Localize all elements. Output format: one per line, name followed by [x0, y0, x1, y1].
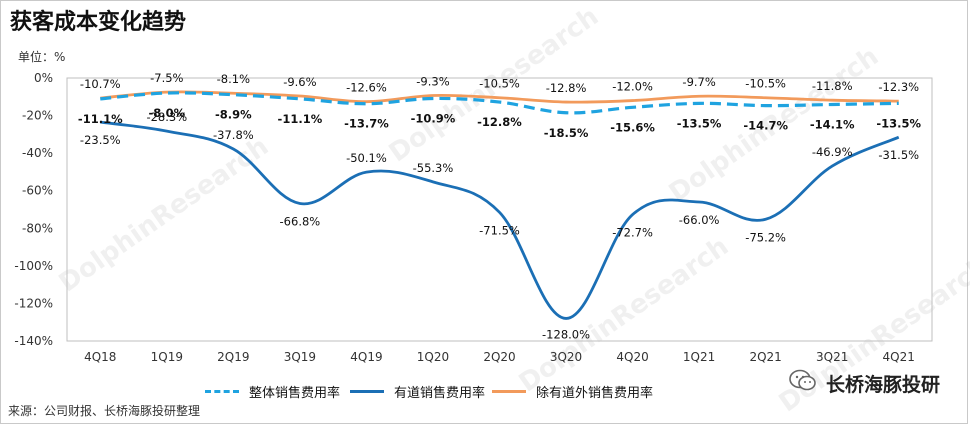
- x-tick-label: 3Q21: [816, 350, 848, 364]
- data-label: -14.7%: [743, 119, 788, 133]
- x-tick-label: 1Q20: [417, 350, 449, 364]
- x-tick-label: 3Q19: [284, 350, 316, 364]
- data-label: -71.5%: [479, 223, 520, 237]
- y-tick-label: -80%: [22, 221, 53, 235]
- data-label: -10.9%: [411, 111, 456, 125]
- data-label: -13.5%: [876, 116, 921, 130]
- x-tick-label: 4Q20: [616, 350, 648, 364]
- x-tick-label: 4Q21: [883, 350, 915, 364]
- x-tick-label: 1Q21: [683, 350, 715, 364]
- data-label: -28.3%: [146, 110, 187, 124]
- x-tick-label: 2Q21: [749, 350, 781, 364]
- y-tick-label: -60%: [22, 184, 53, 198]
- data-label: -10.5%: [745, 77, 786, 91]
- data-label: -66.0%: [679, 213, 720, 227]
- data-label: -46.9%: [812, 145, 853, 159]
- wechat-icon: [788, 368, 818, 398]
- series-line-youdao: [100, 120, 900, 320]
- data-label: -75.2%: [745, 230, 786, 244]
- data-label: -13.5%: [677, 116, 722, 130]
- x-tick-label: 2Q20: [483, 350, 515, 364]
- y-tick-label: 0%: [34, 71, 53, 85]
- x-tick-label: 4Q18: [84, 350, 116, 364]
- legend-item: 除有道外销售费用率: [492, 382, 653, 401]
- data-label: -12.8%: [546, 81, 587, 95]
- series-line-total: [100, 91, 899, 115]
- data-label: -72.7%: [612, 226, 653, 240]
- legend-label: 有道销售费用率: [394, 386, 486, 401]
- data-label: -12.3%: [878, 80, 919, 94]
- brand-name: 长桥海豚投研: [825, 373, 940, 396]
- legend-swatch-dashed: [205, 390, 239, 393]
- data-label: -11.1%: [78, 112, 123, 126]
- data-label: -55.3%: [413, 161, 454, 175]
- data-label: -10.7%: [80, 77, 121, 91]
- brand: 长桥海豚投研: [788, 368, 940, 398]
- y-tick-label: -120%: [14, 296, 53, 310]
- legend-label: 除有道外销售费用率: [536, 386, 654, 401]
- x-tick-label: 2Q19: [217, 350, 249, 364]
- y-tick-label: -100%: [14, 259, 53, 273]
- data-label: -23.5%: [80, 133, 121, 147]
- data-label: -128.0%: [542, 327, 590, 341]
- data-label: -37.8%: [213, 128, 254, 142]
- legend-swatch-orange: [492, 390, 526, 393]
- data-label: -13.7%: [344, 117, 389, 131]
- unit-label: 单位：%: [18, 50, 66, 64]
- data-label: -66.8%: [280, 214, 321, 228]
- y-tick-label: -20%: [22, 109, 53, 123]
- data-label: -9.3%: [416, 74, 449, 88]
- legend-label: 整体销售费用率: [249, 386, 341, 401]
- data-label: -10.5%: [479, 77, 520, 91]
- data-label: -9.7%: [682, 75, 715, 89]
- data-label: -31.5%: [878, 148, 919, 162]
- data-label: -12.8%: [477, 115, 522, 129]
- x-tick-label: 4Q19: [350, 350, 382, 364]
- data-label: -50.1%: [346, 151, 387, 165]
- data-label: -8.9%: [215, 108, 252, 122]
- series-line-ex-youdao: [100, 90, 899, 104]
- data-label: -12.0%: [612, 80, 653, 94]
- data-label: -7.5%: [150, 71, 183, 85]
- y-tick-label: -140%: [14, 334, 53, 348]
- data-label: -18.5%: [544, 126, 589, 140]
- y-tick-label: -40%: [22, 146, 53, 160]
- data-label: -11.8%: [812, 79, 853, 93]
- data-label: -11.1%: [278, 112, 323, 126]
- chart-title: 获客成本变化趋势: [10, 10, 187, 35]
- data-label: -8.0%: [148, 106, 185, 120]
- data-label: -9.6%: [283, 75, 316, 89]
- legend-item: 整体销售费用率: [205, 382, 340, 401]
- data-label: -8.1%: [217, 72, 250, 86]
- legend-swatch-solid: [350, 390, 384, 393]
- x-tick-label: 3Q20: [550, 350, 582, 364]
- legend-item: 有道销售费用率: [350, 382, 485, 401]
- data-label: -15.6%: [610, 120, 655, 134]
- x-tick-label: 1Q19: [151, 350, 183, 364]
- plot-area: [66, 77, 933, 342]
- source-note: 来源：公司财报、长桥海豚投研整理: [8, 404, 201, 418]
- data-label: -14.1%: [810, 117, 855, 131]
- data-label: -12.6%: [346, 81, 387, 95]
